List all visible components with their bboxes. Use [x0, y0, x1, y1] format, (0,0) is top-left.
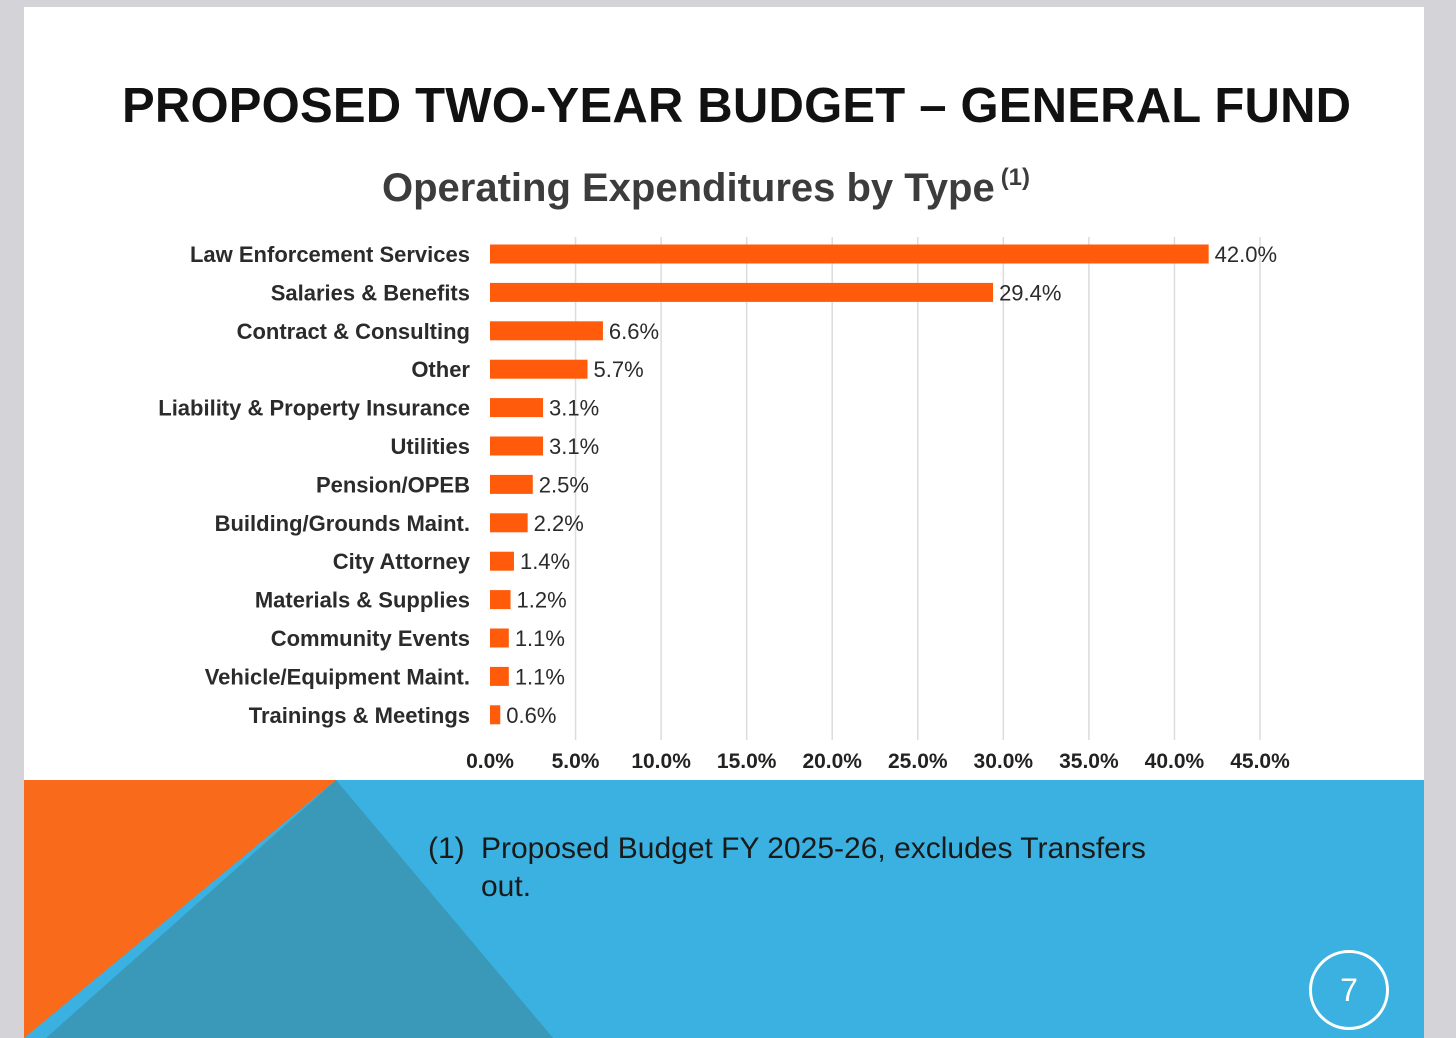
x-tick-label: 20.0%	[802, 750, 862, 773]
bar	[490, 666, 509, 686]
chart-title-footnote-marker: (1)	[1000, 164, 1031, 191]
data-label: 5.7%	[594, 357, 644, 382]
data-label: 0.6%	[506, 703, 556, 728]
footer-orange-triangle	[24, 780, 336, 1038]
slide-title: PROPOSED TWO-YEAR BUDGET – GENERAL FUND	[122, 79, 1352, 133]
data-label: 1.4%	[520, 549, 570, 574]
bar-chart: 0.0% 5.0% 10.0% 15.0% 20.0% 25.0% 30.0% 35.0% 40…	[158, 237, 1290, 773]
chart-title: Operating Expenditures by Type (1)	[24, 164, 1388, 212]
x-tick-label: 35.0%	[1059, 750, 1119, 773]
x-tick-label: 10.0%	[631, 750, 691, 773]
category-label: Salaries & Benefits	[271, 280, 470, 305]
footer-decoration	[24, 780, 553, 1038]
category-label: Materials & Supplies	[255, 588, 470, 613]
bar	[490, 705, 501, 725]
bar	[490, 590, 511, 610]
x-tick-label: 0.0%	[466, 750, 514, 773]
bar	[490, 321, 603, 341]
x-tick-label: 15.0%	[717, 750, 777, 773]
data-label: 6.6%	[609, 319, 659, 344]
category-label: Contract & Consulting	[237, 319, 470, 344]
category-label: Building/Grounds Maint.	[215, 511, 470, 536]
bar	[490, 551, 514, 571]
x-tick-label: 25.0%	[888, 750, 948, 773]
data-label: 1.1%	[515, 626, 565, 651]
data-label: 2.5%	[539, 472, 589, 497]
data-label: 42.0%	[1215, 242, 1277, 267]
bar	[490, 398, 544, 418]
data-label: 1.1%	[515, 664, 565, 689]
data-label: 29.4%	[999, 280, 1061, 305]
category-label: Pension/OPEB	[316, 472, 470, 497]
bar	[490, 359, 588, 379]
category-label: Community Events	[271, 626, 470, 651]
category-label: Law Enforcement Services	[190, 242, 470, 267]
category-label: City Attorney	[333, 549, 471, 574]
x-tick-label: 45.0%	[1230, 750, 1290, 773]
footer-teal-triangle	[46, 780, 553, 1038]
data-label: 1.2%	[517, 588, 567, 613]
category-label: Liability & Property Insurance	[158, 396, 470, 421]
footer-band: (1) Proposed Budget FY 2025-26, excludes…	[24, 780, 1424, 1038]
category-label: Vehicle/Equipment Maint.	[205, 664, 470, 689]
bar	[490, 436, 544, 456]
category-label: Trainings & Meetings	[249, 703, 470, 728]
data-label: 3.1%	[549, 396, 599, 421]
bar	[490, 244, 1209, 264]
data-label: 2.2%	[534, 511, 584, 536]
slide: PROPOSED TWO-YEAR BUDGET – GENERAL FUND …	[24, 7, 1424, 1038]
data-label: 3.1%	[549, 434, 599, 459]
bar	[490, 474, 533, 494]
category-label: Other	[411, 357, 470, 382]
bar	[490, 628, 509, 648]
chart-title-text: Operating Expenditures by Type	[381, 166, 995, 210]
x-tick-label: 40.0%	[1145, 750, 1205, 773]
bar	[490, 282, 994, 302]
footnote-text: Proposed Budget FY 2025-26, excludes Tra…	[481, 832, 1146, 903]
category-label: Utilities	[391, 434, 470, 459]
x-tick-label: 5.0%	[552, 750, 600, 773]
page-number: 7	[1309, 950, 1389, 1030]
bar	[490, 513, 528, 533]
footnote-marker: (1)	[428, 832, 465, 865]
x-tick-label: 30.0%	[974, 750, 1034, 773]
